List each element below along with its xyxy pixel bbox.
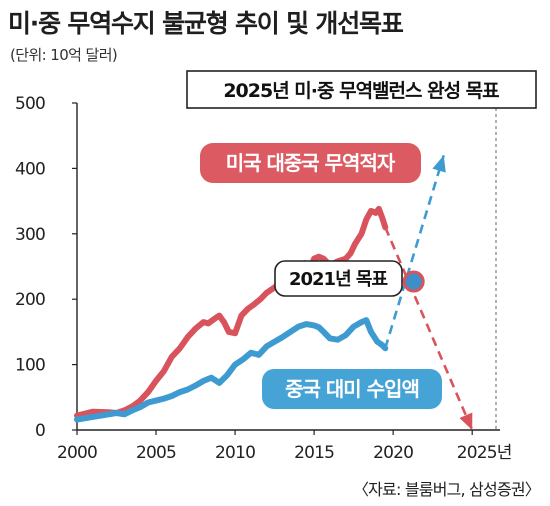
china-projection-arrow-head: [432, 155, 446, 173]
china-projection-arrow: [384, 154, 445, 349]
x-tick-label: 2000: [57, 443, 97, 463]
target-2021-marker: [402, 270, 425, 293]
x-tick-label: 2005: [136, 443, 176, 463]
x-tick-label: 2015: [294, 443, 334, 463]
source-label: 〈자료: 블룸버그, 삼성증권〉: [352, 480, 541, 499]
x-tick-label: 2025년: [457, 443, 512, 463]
y-tick-label: 500: [15, 94, 45, 114]
x-tick-label: 2010: [215, 443, 255, 463]
china-label-box: [262, 369, 442, 409]
us-projection-arrow-head: [459, 412, 473, 430]
target-2021-label: 2021년 목표: [289, 269, 387, 290]
y-tick-label: 400: [15, 159, 45, 179]
target-label-box: [186, 70, 537, 109]
china-label: 중국 대미 수입액: [285, 377, 419, 401]
target-2021-box: [274, 260, 403, 297]
x-tick-label: 2020: [373, 443, 413, 463]
us-label: 미국 대중국 무역적자: [226, 151, 396, 175]
target-label: 2025년 미·중 무역밸런스 완성 목표: [223, 80, 499, 102]
china-import-line: [74, 317, 389, 423]
unit-label: (단위: 10억 달러): [10, 46, 118, 64]
us-projection-arrow: [384, 226, 474, 431]
us-label-box: [200, 143, 421, 183]
chart-title: 미·중 무역수지 불균형 추이 및 개선목표: [8, 9, 404, 38]
y-tick-label: 100: [15, 356, 45, 376]
y-tick-label: 300: [15, 225, 45, 245]
y-tick-label: 200: [15, 290, 45, 310]
y-tick-label: 0: [35, 421, 45, 441]
us-deficit-line: [74, 205, 389, 419]
